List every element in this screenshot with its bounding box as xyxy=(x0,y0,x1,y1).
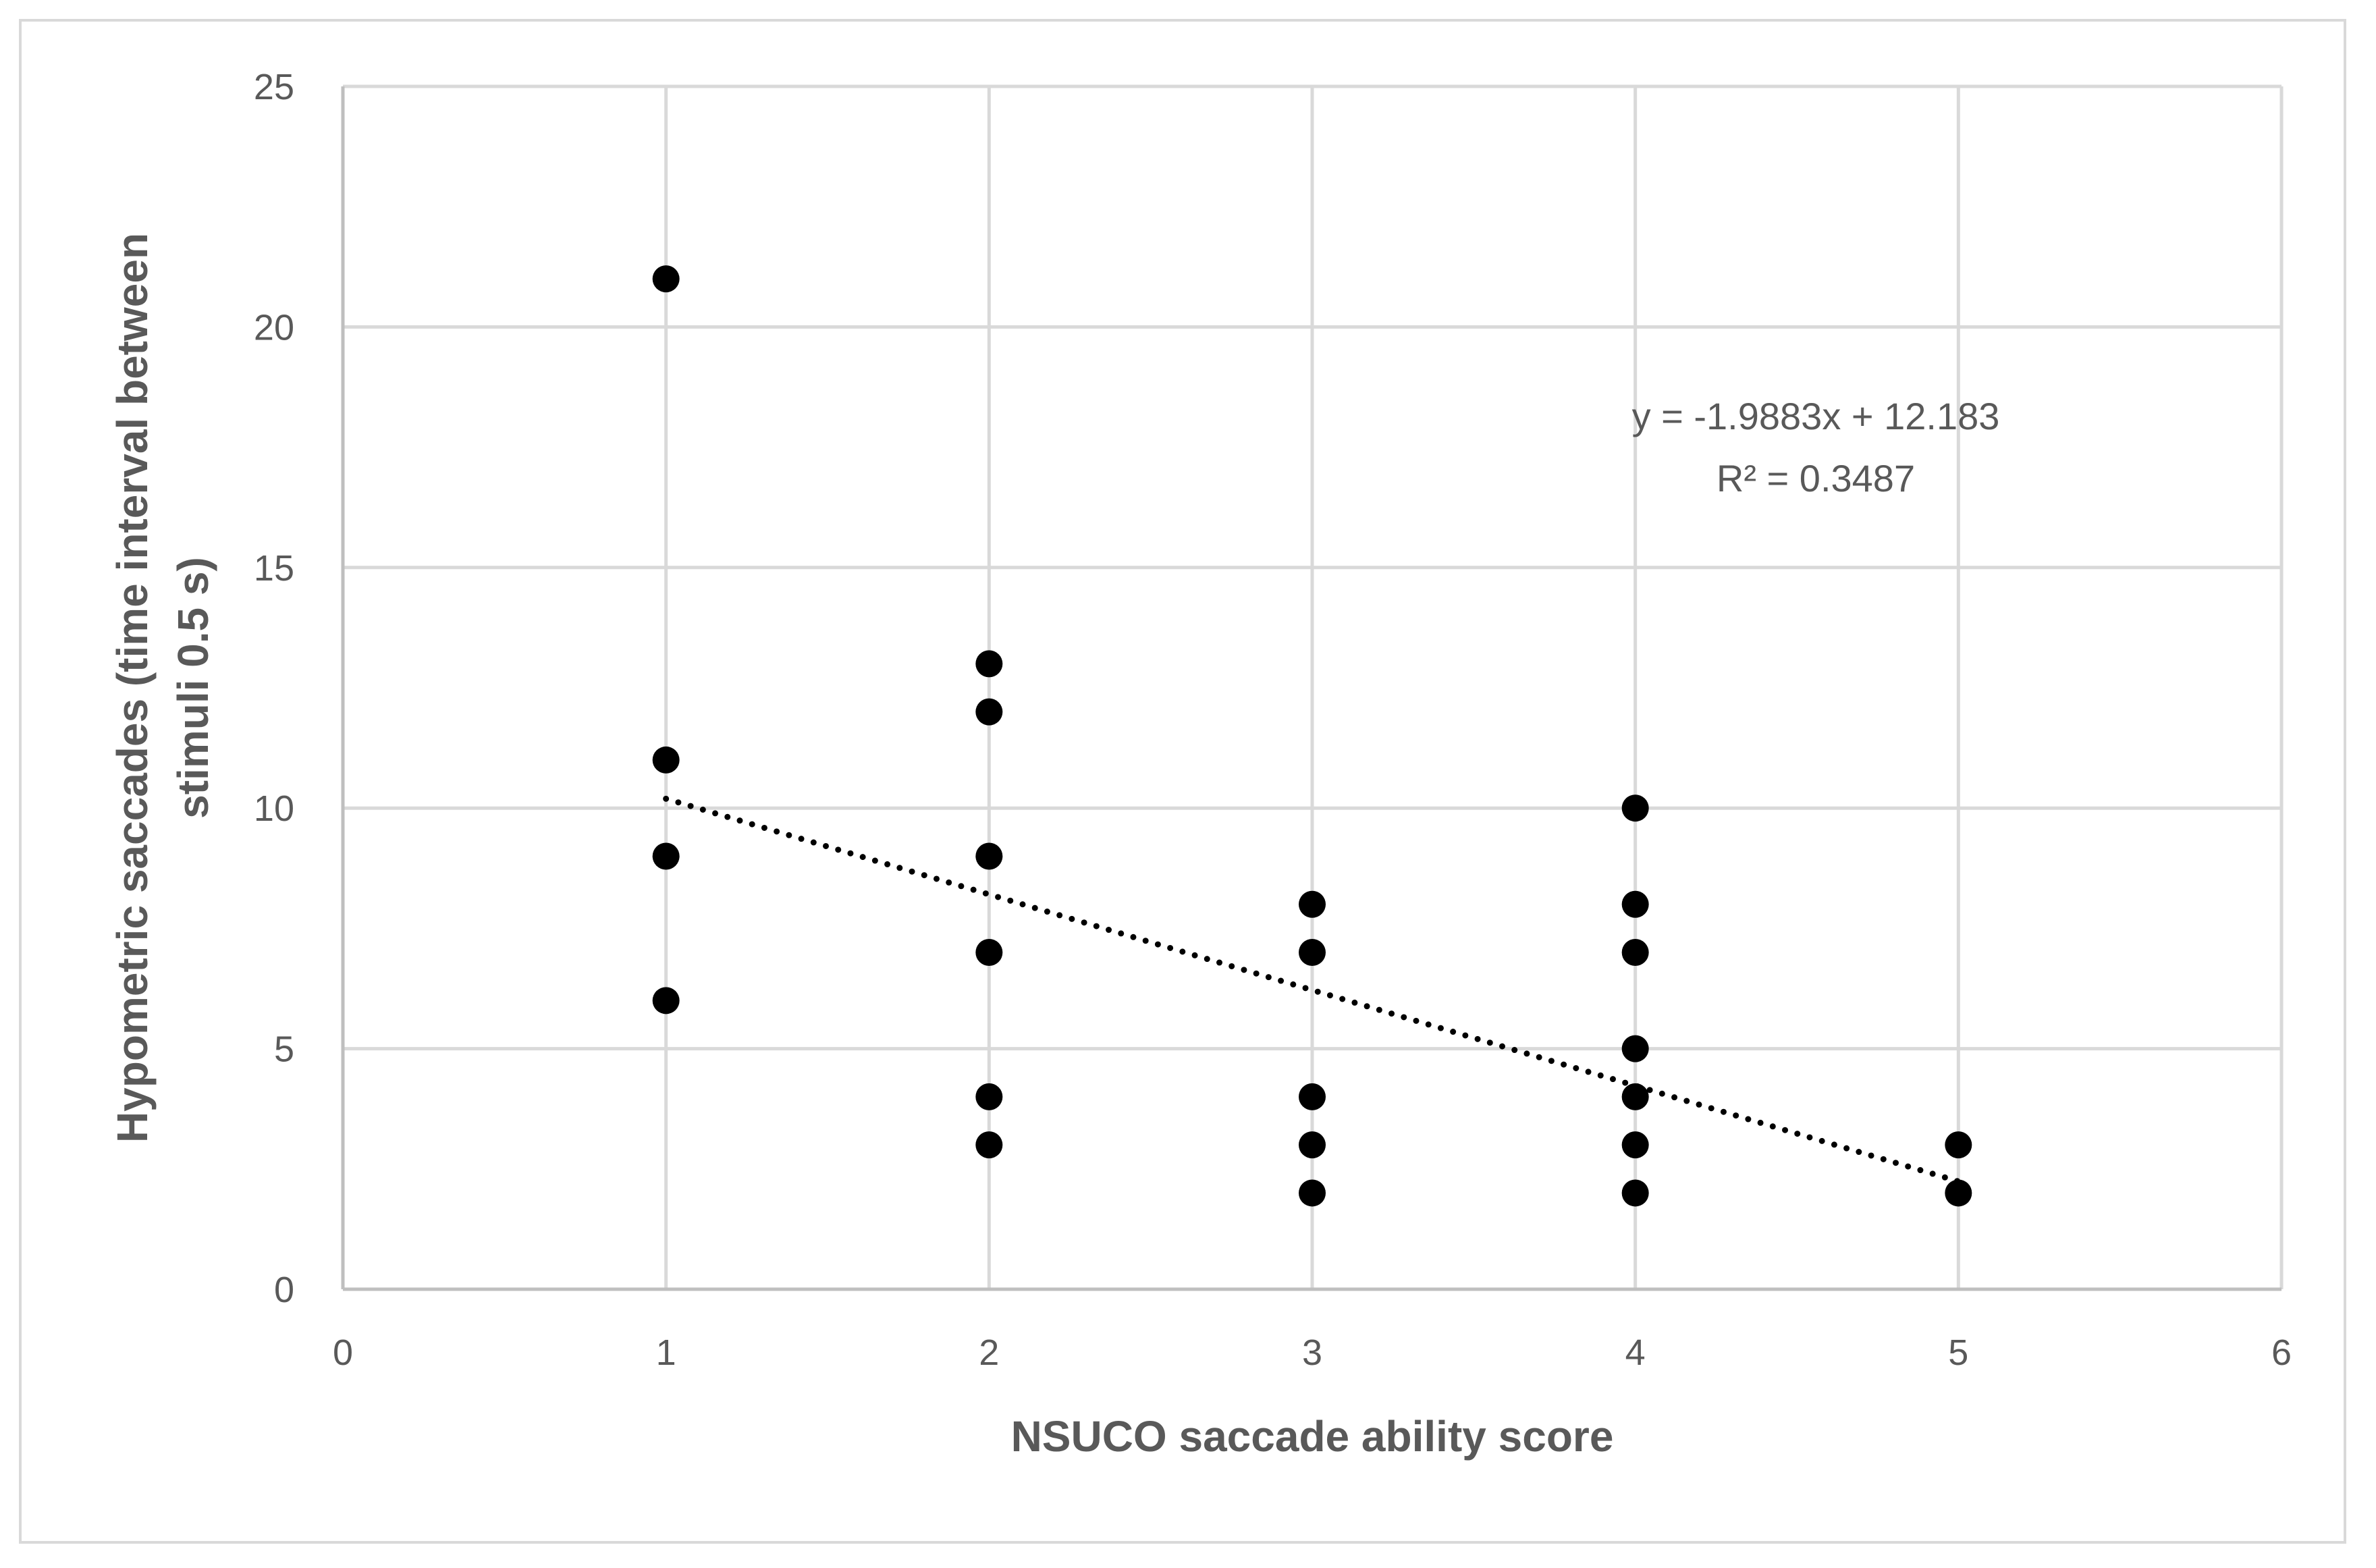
y-tick-label-0: 0 xyxy=(274,1270,294,1310)
x-tick-label-3: 3 xyxy=(1302,1332,1322,1373)
x-tick-label-1: 1 xyxy=(656,1332,676,1373)
tick-labels: 0 1 2 3 4 5 6 0 5 10 15 20 25 xyxy=(254,67,2292,1373)
data-point xyxy=(975,698,1003,726)
y-axis-title-line-1: Hypometric saccades (time interval betwe… xyxy=(108,233,157,1143)
data-point xyxy=(1945,1131,1972,1159)
y-axis-title: Hypometric saccades (time interval betwe… xyxy=(108,233,217,1143)
trendline-equation: y = -1.9883x + 12.183 xyxy=(1632,395,2000,437)
y-tick-label-5: 5 xyxy=(274,1029,294,1070)
data-point xyxy=(652,842,680,870)
y-tick-label-25: 25 xyxy=(254,67,294,107)
data-point xyxy=(1621,794,1649,822)
data-point xyxy=(652,746,680,774)
trendline-r-squared: R² = 0.3487 xyxy=(1717,457,1915,499)
data-point xyxy=(1621,1179,1649,1207)
axes xyxy=(341,86,2282,1291)
data-point xyxy=(1621,890,1649,918)
data-point xyxy=(1299,1131,1326,1159)
data-point xyxy=(975,939,1003,967)
data-point xyxy=(975,842,1003,870)
data-point xyxy=(1945,1179,1972,1207)
x-tick-label-0: 0 xyxy=(333,1332,353,1373)
x-tick-label-5: 5 xyxy=(1948,1332,1968,1373)
data-point xyxy=(1299,890,1326,918)
data-point xyxy=(975,1131,1003,1159)
data-point xyxy=(975,650,1003,678)
data-point xyxy=(1621,1035,1649,1062)
x-tick-label-2: 2 xyxy=(979,1332,999,1373)
data-point xyxy=(1299,1179,1326,1207)
y-tick-label-10: 10 xyxy=(254,788,294,829)
data-point xyxy=(652,987,680,1015)
data-point xyxy=(975,1083,1003,1110)
data-point xyxy=(1299,1083,1326,1110)
x-axis-title: NSUCO saccade ability score xyxy=(1011,1412,1614,1461)
data-point xyxy=(1621,1131,1649,1159)
y-axis-title-line-2: stimuli 0.5 s) xyxy=(169,557,217,819)
data-point xyxy=(1621,1083,1649,1110)
data-points xyxy=(652,265,1972,1207)
data-point xyxy=(1299,939,1326,967)
y-tick-label-15: 15 xyxy=(254,548,294,589)
y-tick-label-20: 20 xyxy=(254,307,294,348)
data-point xyxy=(1621,939,1649,967)
data-point xyxy=(652,265,680,293)
x-tick-label-6: 6 xyxy=(2271,1332,2292,1373)
x-tick-label-4: 4 xyxy=(1625,1332,1646,1373)
